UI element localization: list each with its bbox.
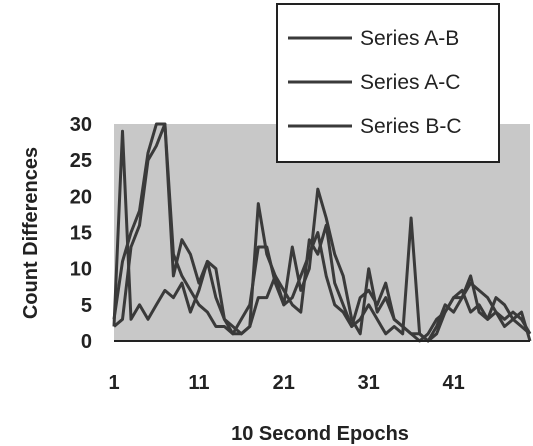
y-tick-label: 30 [70, 114, 92, 136]
y-tick-label: 10 [70, 259, 92, 281]
y-tick-labels: 0 5 10 15 20 25 30 [70, 114, 92, 353]
y-tick-label: 5 [81, 295, 92, 317]
legend-label-3: Series B-C [360, 115, 462, 138]
series-line-3 [113, 122, 532, 343]
x-tick-labels: 1 11 21 31 41 [108, 372, 464, 394]
legend: Series A-B Series A-C Series B-C [276, 3, 500, 163]
y-tick-label: 0 [81, 331, 92, 353]
legend-label-2: Series A-C [360, 71, 460, 94]
y-tick-label: 15 [70, 223, 92, 245]
y-tick-label: 25 [70, 150, 92, 172]
x-tick-label: 41 [442, 372, 464, 394]
legend-box [276, 3, 500, 163]
x-tick-label: 21 [273, 372, 295, 394]
legend-label-1: Series A-B [360, 27, 459, 50]
series-line-1 [112, 129, 531, 343]
x-tick-label: 11 [188, 372, 209, 394]
x-tick-label: 31 [358, 372, 380, 394]
y-tick-label: 20 [70, 186, 92, 208]
x-tick-label: 1 [108, 372, 119, 394]
series-line-2 [112, 122, 532, 343]
series-lines [112, 122, 532, 343]
y-axis-title: Count Differences [20, 147, 42, 319]
x-axis-title: 10 Second Epochs [231, 423, 409, 445]
